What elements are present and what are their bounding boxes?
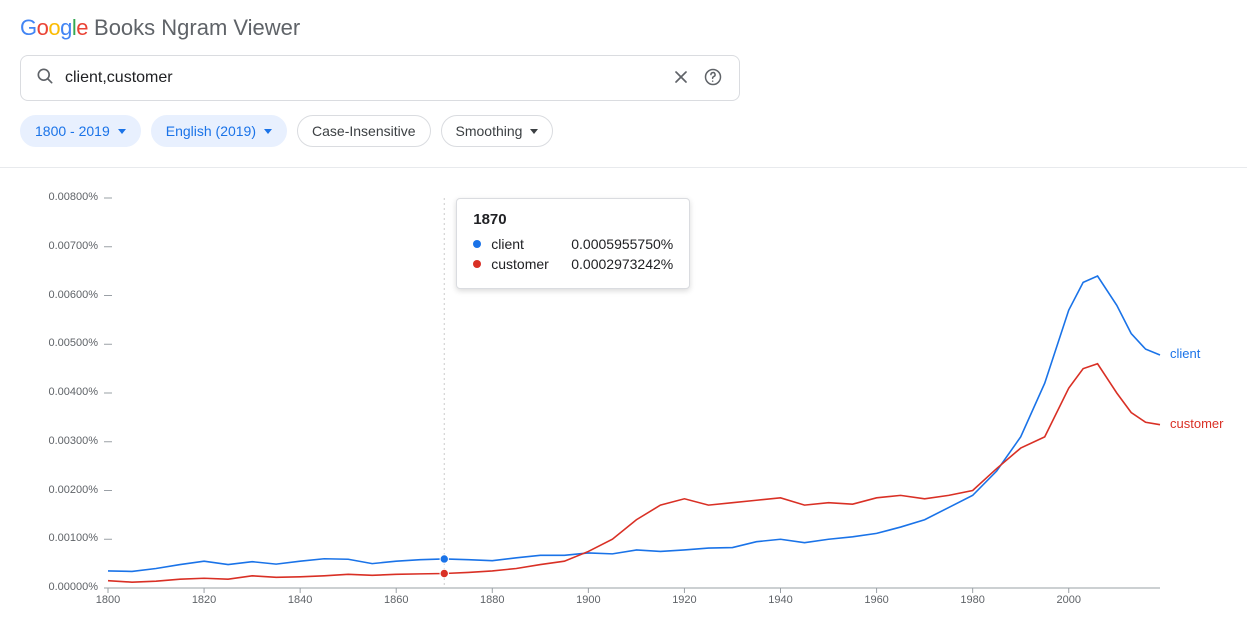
tooltip-series-value: 0.0002973242% <box>571 256 673 272</box>
logo-row: Google Books Ngram Viewer <box>20 15 1227 41</box>
x-tick-label: 1820 <box>184 594 224 606</box>
tooltip-dot-icon <box>473 240 481 248</box>
search-box[interactable] <box>20 55 740 101</box>
chevron-down-icon <box>118 129 126 134</box>
chip-label: Case-Insensitive <box>312 123 416 139</box>
x-tick-label: 1860 <box>376 594 416 606</box>
y-tick-label: 0.00700% <box>0 240 98 252</box>
tooltip-row: client 0.0005955750% <box>473 236 673 252</box>
chip-label: English (2019) <box>166 123 256 139</box>
chart-area[interactable]: 0.00000% 0.00100% 0.00200% 0.00300% 0.00400%… <box>0 168 1247 628</box>
chip-label: 1800 - 2019 <box>35 123 110 139</box>
chart-tooltip: 1870 client 0.0005955750% customer 0.000297… <box>456 198 690 289</box>
help-icon <box>703 67 723 90</box>
y-tick-label: 0.00800% <box>0 191 98 203</box>
x-tick-label: 1980 <box>953 594 993 606</box>
chevron-down-icon <box>264 129 272 134</box>
filter-chips: 1800 - 2019 English (2019) Case-Insensit… <box>20 115 1227 147</box>
y-tick-label: 0.00300% <box>0 435 98 447</box>
x-tick-label: 1920 <box>664 594 704 606</box>
tooltip-series-label: client <box>491 236 561 252</box>
product-name: Books Ngram Viewer <box>94 15 300 41</box>
tooltip-year: 1870 <box>473 211 673 228</box>
search-icon <box>35 66 55 91</box>
tooltip-series-value: 0.0005955750% <box>571 236 673 252</box>
x-tick-label: 1880 <box>472 594 512 606</box>
help-button[interactable] <box>697 61 729 96</box>
series-label: customer <box>1170 416 1223 431</box>
y-tick-label: 0.00400% <box>0 386 98 398</box>
y-tick-label: 0.00600% <box>0 289 98 301</box>
y-tick-label: 0.00500% <box>0 337 98 349</box>
chevron-down-icon <box>530 129 538 134</box>
x-tick-label: 1960 <box>857 594 897 606</box>
tooltip-dot-icon <box>473 260 481 268</box>
x-tick-label: 2000 <box>1049 594 1089 606</box>
tooltip-rows: client 0.0005955750% customer 0.0002973242% <box>473 236 673 272</box>
x-tick-label: 1900 <box>568 594 608 606</box>
search-input[interactable] <box>63 68 665 88</box>
google-logo[interactable]: Google <box>20 15 88 41</box>
clear-button[interactable] <box>665 61 697 96</box>
series-label: client <box>1170 346 1200 361</box>
tooltip-series-label: customer <box>491 256 561 272</box>
y-tick-label: 0.00000% <box>0 581 98 593</box>
chip-label: Smoothing <box>456 123 523 139</box>
x-tick-label: 1940 <box>761 594 801 606</box>
header: Google Books Ngram Viewer 1800 - 2019 <box>0 0 1247 157</box>
y-tick-label: 0.00100% <box>0 532 98 544</box>
chip-corpus[interactable]: English (2019) <box>151 115 287 147</box>
tooltip-row: customer 0.0002973242% <box>473 256 673 272</box>
chip-year-range[interactable]: 1800 - 2019 <box>20 115 141 147</box>
x-tick-label: 1800 <box>88 594 128 606</box>
chip-case-insensitive[interactable]: Case-Insensitive <box>297 115 431 147</box>
chip-smoothing[interactable]: Smoothing <box>441 115 554 147</box>
y-tick-label: 0.00200% <box>0 484 98 496</box>
close-icon <box>671 67 691 90</box>
search-row <box>20 55 1227 101</box>
x-tick-label: 1840 <box>280 594 320 606</box>
